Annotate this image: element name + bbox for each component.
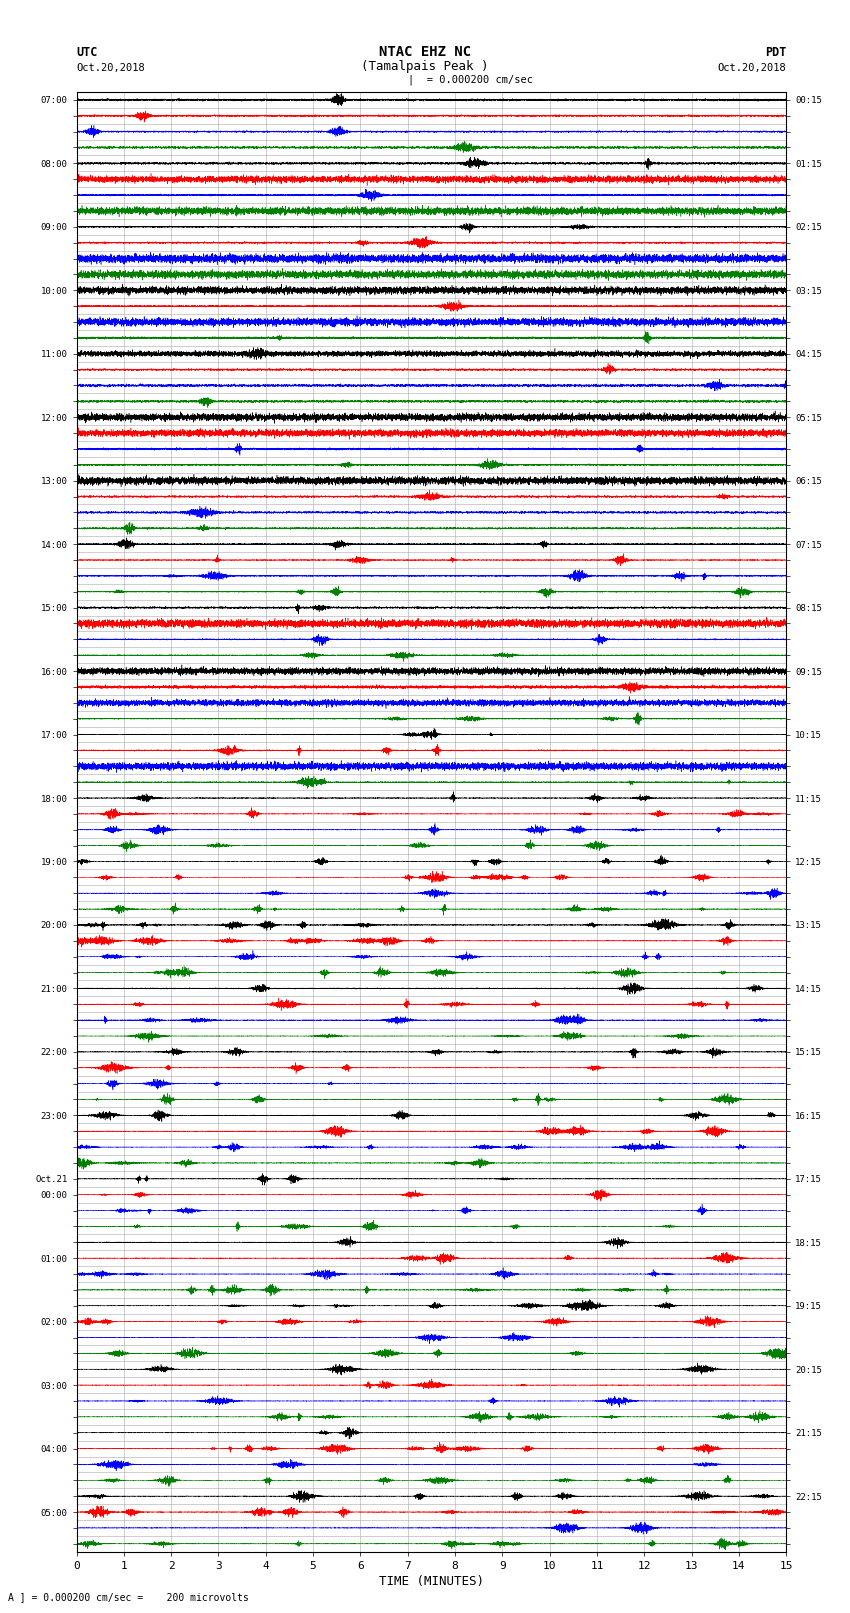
Text: Oct.20,2018: Oct.20,2018 — [717, 63, 786, 73]
Text: |  = 0.000200 cm/sec: | = 0.000200 cm/sec — [408, 74, 533, 85]
Text: NTAC EHZ NC: NTAC EHZ NC — [379, 45, 471, 58]
Text: Oct.20,2018: Oct.20,2018 — [76, 63, 145, 73]
Text: A ] = 0.000200 cm/sec =    200 microvolts: A ] = 0.000200 cm/sec = 200 microvolts — [8, 1592, 249, 1602]
Text: PDT: PDT — [765, 45, 786, 58]
Text: UTC: UTC — [76, 45, 98, 58]
Text: (Tamalpais Peak ): (Tamalpais Peak ) — [361, 60, 489, 73]
X-axis label: TIME (MINUTES): TIME (MINUTES) — [379, 1574, 484, 1587]
